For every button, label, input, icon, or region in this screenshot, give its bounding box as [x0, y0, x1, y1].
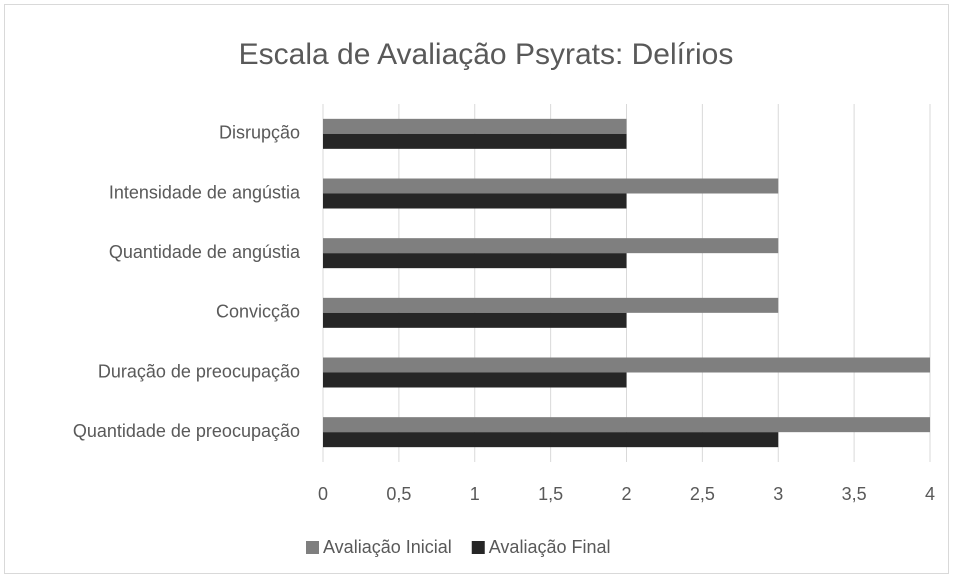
- x-tick-label: 2,5: [690, 484, 715, 504]
- bar: [323, 432, 779, 448]
- legend-label: Avaliação Inicial: [323, 537, 452, 557]
- y-tick-label: Duração de preocupação: [98, 361, 300, 381]
- bar: [323, 133, 627, 149]
- bar: [323, 417, 930, 433]
- x-tick-label: 2: [621, 484, 631, 504]
- y-tick-label: Intensidade de angústia: [109, 182, 301, 202]
- x-tick-label: 3,5: [842, 484, 867, 504]
- x-tick-label: 3: [773, 484, 783, 504]
- chart-title: Escala de Avaliação Psyrats: Delírios: [239, 38, 734, 71]
- chart-border: [4, 4, 949, 574]
- bar: [323, 372, 627, 388]
- x-tick-label: 0,5: [386, 484, 411, 504]
- y-tick-label: Convicção: [216, 302, 300, 322]
- bar: [323, 357, 930, 373]
- bar: [323, 178, 779, 194]
- y-tick-label: Disrupção: [219, 123, 300, 143]
- y-tick-label: Quantidade de angústia: [109, 242, 301, 262]
- bar: [323, 253, 627, 269]
- y-tick-label: Quantidade de preocupação: [73, 421, 300, 441]
- bar: [323, 238, 779, 254]
- x-tick-label: 1,5: [538, 484, 563, 504]
- x-tick-label: 4: [925, 484, 935, 504]
- legend-label: Avaliação Final: [489, 537, 611, 557]
- x-tick-label: 1: [470, 484, 480, 504]
- bar: [323, 297, 779, 313]
- legend-swatch: [471, 541, 485, 554]
- bar: [323, 312, 627, 328]
- bar: [323, 118, 627, 134]
- legend-swatch: [306, 541, 319, 554]
- x-tick-label: 0: [318, 484, 328, 504]
- bar: [323, 193, 627, 209]
